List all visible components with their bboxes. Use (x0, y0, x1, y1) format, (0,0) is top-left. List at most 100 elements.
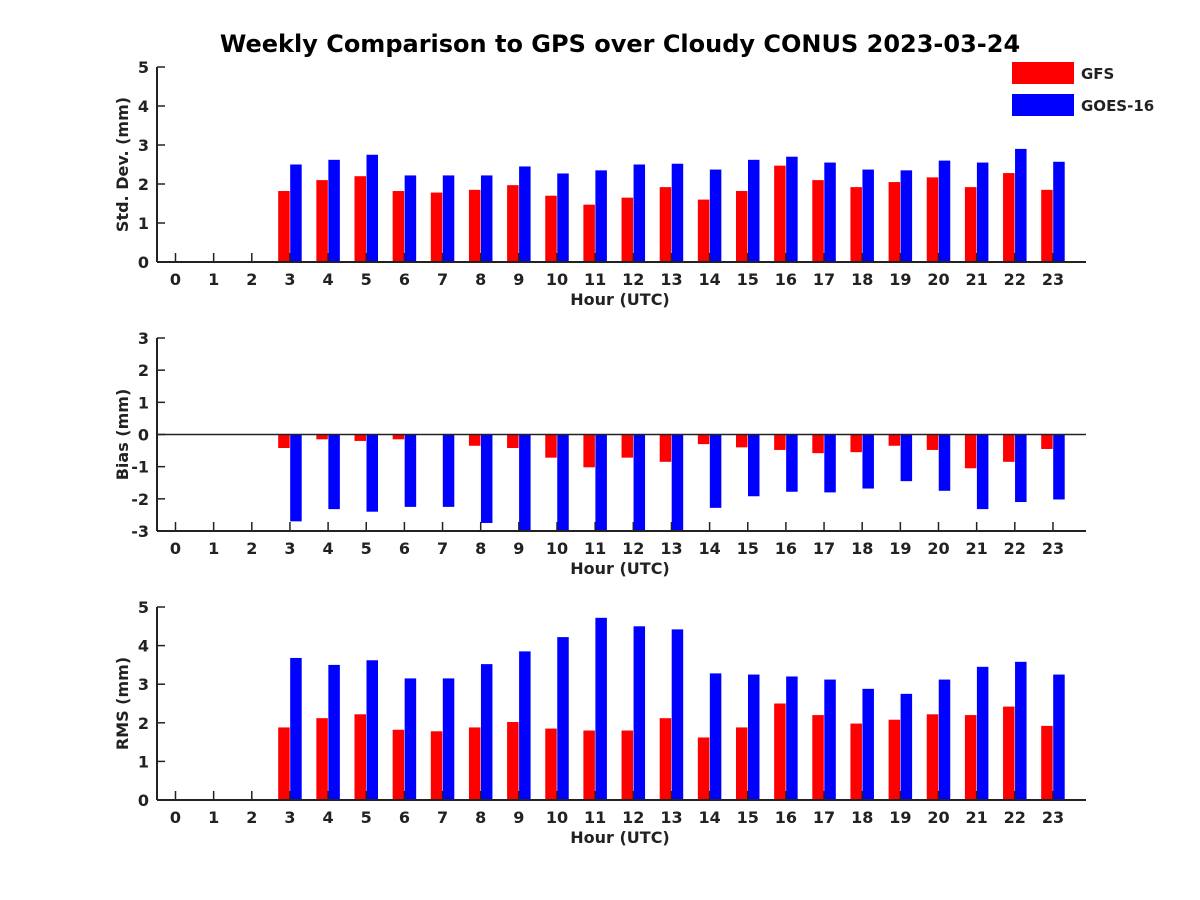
bar-goes16-h15 (748, 159, 760, 262)
x-tick-label: 11 (584, 808, 606, 827)
x-tick-label: 20 (927, 270, 949, 289)
x-tick-label: 1 (208, 539, 219, 558)
bar-gfs-h14 (697, 199, 710, 262)
y-tick-label: 2 (138, 175, 149, 194)
bar-gfs-h17 (812, 434, 824, 454)
x-tick-label: 15 (737, 270, 759, 289)
bar-gfs-h12 (621, 197, 634, 262)
legend: GFS GOES-16 (1012, 62, 1154, 116)
x-tick-label: 6 (399, 270, 410, 289)
bar-gfs-h20 (926, 714, 939, 800)
bar-goes16-h12 (633, 626, 646, 800)
legend-swatch-goes16 (1012, 94, 1074, 116)
bar-gfs-h17 (812, 715, 824, 800)
bar-goes16-h21 (976, 666, 989, 800)
x-tick-label: 12 (622, 808, 644, 827)
x-tick-label: 8 (475, 808, 486, 827)
bar-gfs-h22 (1003, 706, 1015, 800)
bar-gfs-h12 (621, 730, 634, 800)
x-tick-label: 10 (546, 808, 568, 827)
x-tick-label: 18 (851, 808, 873, 827)
legend-label-gfs: GFS (1081, 65, 1114, 83)
bar-gfs-h13 (659, 434, 672, 462)
y-tick-label: 5 (138, 598, 149, 617)
x-tick-label: 9 (513, 808, 524, 827)
x-tick-label: 20 (927, 539, 949, 558)
bar-goes16-h9 (519, 434, 531, 531)
bar-gfs-h5 (354, 434, 366, 441)
bar-gfs-h19 (888, 434, 901, 446)
bar-goes16-h15 (748, 434, 760, 497)
y-tick-label: 4 (138, 637, 149, 656)
y-tick-label: 3 (138, 329, 149, 348)
y-tick-label: -1 (131, 458, 149, 477)
bar-gfs-h7 (430, 192, 443, 262)
bar-gfs-h23 (1041, 725, 1053, 800)
bar-goes16-h9 (519, 166, 531, 262)
bar-goes16-h6 (404, 175, 417, 262)
x-axis-label: Hour (UTC) (570, 828, 670, 847)
x-tick-label: 23 (1042, 270, 1064, 289)
bar-goes16-h18 (862, 169, 874, 262)
x-tick-label: 15 (737, 808, 759, 827)
x-tick-label: 4 (323, 539, 334, 558)
x-tick-label: 4 (323, 808, 334, 827)
bar-goes16-h10 (557, 637, 569, 800)
bar-goes16-h9 (519, 651, 531, 800)
x-tick-label: 5 (361, 539, 372, 558)
bar-goes16-h8 (480, 175, 493, 262)
x-tick-label: 9 (513, 539, 524, 558)
x-tick-label: 5 (361, 270, 372, 289)
y-axis-label: Std. Dev. (mm) (113, 97, 132, 232)
x-tick-label: 17 (813, 808, 835, 827)
y-tick-label: 0 (138, 253, 149, 272)
bar-goes16-h17 (824, 162, 836, 262)
y-tick-label: -3 (131, 522, 149, 541)
bar-goes16-h6 (404, 678, 417, 800)
x-tick-label: 22 (1004, 539, 1026, 558)
bar-goes16-h5 (366, 660, 378, 800)
bar-goes16-h22 (1015, 148, 1027, 262)
bar-goes16-h16 (786, 676, 798, 800)
y-tick-label: 0 (138, 426, 149, 445)
bar-gfs-h10 (545, 728, 557, 800)
bar-goes16-h3 (290, 434, 302, 522)
x-tick-label: 8 (475, 270, 486, 289)
bar-goes16-h16 (786, 156, 798, 262)
x-tick-label: 3 (284, 808, 295, 827)
x-tick-label: 9 (513, 270, 524, 289)
bar-goes16-h12 (633, 164, 646, 262)
x-tick-label: 5 (361, 808, 372, 827)
bar-gfs-h9 (507, 185, 519, 262)
x-tick-label: 3 (284, 270, 295, 289)
bar-gfs-h20 (926, 177, 939, 262)
x-tick-label: 3 (284, 539, 295, 558)
x-tick-label: 22 (1004, 808, 1026, 827)
x-tick-label: 7 (437, 539, 448, 558)
x-tick-label: 21 (966, 539, 988, 558)
bar-goes16-h13 (671, 629, 684, 800)
bar-gfs-h10 (545, 195, 557, 262)
y-tick-label: 5 (138, 58, 149, 77)
bar-gfs-h6 (392, 729, 405, 800)
bar-goes16-h17 (824, 434, 836, 493)
bar-goes16-h14 (709, 434, 722, 508)
bar-gfs-h21 (964, 434, 977, 469)
bar-goes16-h6 (404, 434, 417, 507)
bar-goes16-h19 (900, 434, 913, 482)
x-tick-label: 1 (208, 808, 219, 827)
x-tick-label: 12 (622, 539, 644, 558)
y-tick-label: 2 (138, 361, 149, 380)
x-tick-label: 20 (927, 808, 949, 827)
x-tick-label: 16 (775, 270, 797, 289)
bar-gfs-h17 (812, 180, 824, 262)
bar-goes16-h10 (557, 173, 569, 262)
bar-gfs-h14 (697, 434, 710, 445)
bar-gfs-h18 (850, 434, 862, 453)
bar-goes16-h19 (900, 693, 913, 800)
bar-gfs-h4 (316, 434, 328, 440)
bar-goes16-h7 (442, 175, 455, 262)
y-tick-label: 0 (138, 791, 149, 810)
